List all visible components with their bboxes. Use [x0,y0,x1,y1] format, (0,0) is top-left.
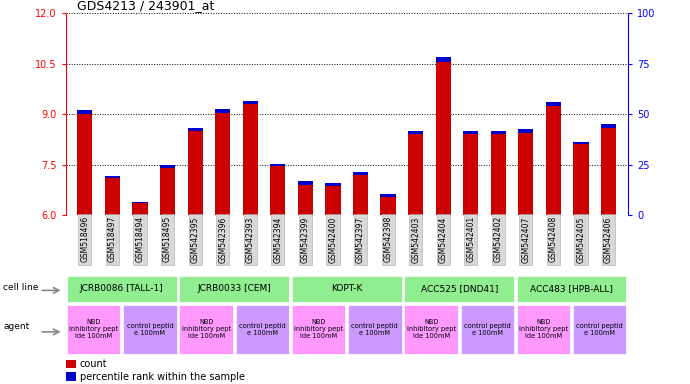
Bar [353,172,368,175]
Bar [105,176,120,178]
Text: control peptid
e 100mM: control peptid e 100mM [351,323,398,336]
Bar [326,183,341,187]
Bar [270,166,286,215]
Bar [435,57,451,62]
Text: GSM542404: GSM542404 [439,216,448,263]
Bar [77,114,92,215]
Bar [66,372,76,381]
Text: ACC483 [HPB-ALL]: ACC483 [HPB-ALL] [530,285,613,293]
Bar [408,134,423,215]
Bar [380,197,395,215]
Bar [463,134,478,215]
Text: JCRB0033 [CEM]: JCRB0033 [CEM] [197,285,271,293]
Text: control peptid
e 100mM: control peptid e 100mM [576,323,623,336]
Text: GSM542394: GSM542394 [273,216,282,263]
Text: GSM542400: GSM542400 [328,216,337,263]
Bar [546,102,561,106]
Bar [179,276,289,302]
Text: GSM542395: GSM542395 [190,216,199,263]
Text: percentile rank within the sample: percentile rank within the sample [79,372,245,382]
Bar [326,187,341,215]
Bar [408,131,423,134]
Text: cell line: cell line [3,283,39,292]
Bar [380,194,395,197]
Text: control peptid
e 100mM: control peptid e 100mM [126,323,173,336]
Bar [463,131,478,134]
Bar [491,131,506,134]
Bar [215,113,230,215]
Bar [236,305,289,354]
Bar [461,305,514,354]
Bar [270,164,286,166]
Bar [298,181,313,185]
Bar [243,101,258,104]
Text: count: count [79,359,107,369]
Text: GSM542398: GSM542398 [384,216,393,263]
Bar [292,276,402,302]
Text: GSM542401: GSM542401 [466,216,475,263]
Bar [573,142,589,144]
Bar [404,305,457,354]
Bar [124,305,177,354]
Bar [243,104,258,215]
Text: control peptid
e 100mM: control peptid e 100mM [239,323,286,336]
Text: JCRB0086 [TALL-1]: JCRB0086 [TALL-1] [80,285,164,293]
Bar [66,359,76,368]
Bar [573,144,589,215]
Bar [215,109,230,113]
Bar [298,185,313,215]
Bar [546,106,561,215]
Text: GSM542408: GSM542408 [549,216,558,263]
Text: control peptid
e 100mM: control peptid e 100mM [464,323,511,336]
Text: NBD
inhibitory pept
ide 100mM: NBD inhibitory pept ide 100mM [294,319,343,339]
Text: GSM542397: GSM542397 [356,216,365,263]
Text: GSM542407: GSM542407 [522,216,531,263]
Bar [573,305,627,354]
Bar [404,276,514,302]
Text: agent: agent [3,322,30,331]
Text: NBD
inhibitory pept
ide 100mM: NBD inhibitory pept ide 100mM [519,319,568,339]
Text: GSM518495: GSM518495 [163,216,172,263]
Text: GSM542396: GSM542396 [218,216,227,263]
Text: NBD
inhibitory pept
ide 100mM: NBD inhibitory pept ide 100mM [406,319,455,339]
Text: GSM542399: GSM542399 [301,216,310,263]
Bar [67,305,120,354]
Bar [77,110,92,114]
Text: GSM542405: GSM542405 [577,216,586,263]
Text: GSM518494: GSM518494 [135,216,144,263]
Bar [105,178,120,215]
Bar [348,305,402,354]
Bar [188,131,203,215]
Text: KOPT-K: KOPT-K [331,285,362,293]
Bar [132,203,148,215]
Text: GSM542406: GSM542406 [604,216,613,263]
Bar [160,165,175,168]
Bar [518,129,533,133]
Bar [132,202,148,203]
Bar [517,276,627,302]
Bar [353,175,368,215]
Bar [517,305,570,354]
Text: GSM542402: GSM542402 [494,216,503,263]
Text: GSM518497: GSM518497 [108,216,117,263]
Bar [179,305,233,354]
Bar [601,124,616,127]
Text: GSM542403: GSM542403 [411,216,420,263]
Bar [491,134,506,215]
Bar [160,168,175,215]
Text: GDS4213 / 243901_at: GDS4213 / 243901_at [77,0,214,12]
Bar [601,127,616,215]
Bar [188,127,203,131]
Bar [292,305,345,354]
Text: GSM518496: GSM518496 [80,216,89,263]
Text: NBD
inhibitory pept
ide 100mM: NBD inhibitory pept ide 100mM [69,319,118,339]
Text: GSM542393: GSM542393 [246,216,255,263]
Text: NBD
inhibitory pept
ide 100mM: NBD inhibitory pept ide 100mM [181,319,230,339]
Bar [435,62,451,215]
Bar [518,133,533,215]
Text: ACC525 [DND41]: ACC525 [DND41] [420,285,498,293]
Bar [67,276,177,302]
